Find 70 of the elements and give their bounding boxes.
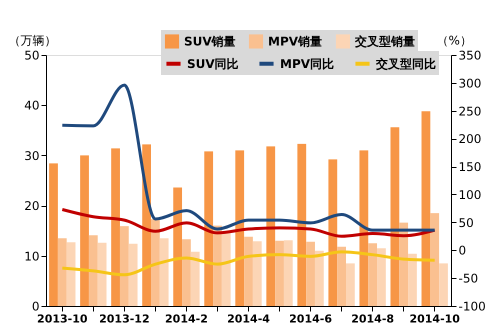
- legend-label: SUV同比: [187, 56, 239, 71]
- bar: [377, 248, 386, 306]
- x-tick-label: 2014-6: [289, 312, 332, 324]
- y-tick-label: 20: [24, 199, 40, 214]
- y2-tick-label: 250: [458, 104, 482, 118]
- x-tick-label: 2014-4: [227, 312, 270, 324]
- bar: [111, 148, 120, 306]
- bar: [80, 155, 89, 306]
- y2-tick-label: 350: [458, 48, 482, 62]
- line-series: [60, 84, 436, 232]
- y2-tick-label: 100: [458, 188, 482, 202]
- bar: [160, 238, 169, 306]
- bar: [328, 159, 338, 306]
- y2-tick-label: 50: [458, 216, 474, 230]
- bar: [359, 150, 368, 306]
- y-tick-label: 10: [24, 249, 40, 264]
- bar: [422, 111, 430, 306]
- bar: [222, 233, 231, 306]
- legend-label: MPV销量: [268, 34, 322, 48]
- y2-tick-label: 300: [458, 76, 482, 90]
- bar: [98, 242, 107, 306]
- bar: [49, 163, 58, 306]
- y2-tick-label: 0: [458, 244, 466, 258]
- y-tick-label: 40: [24, 98, 40, 113]
- x-tick-label: 2014-8: [351, 312, 394, 324]
- bar: [306, 242, 315, 306]
- bar: [182, 239, 191, 306]
- bar: [297, 144, 306, 306]
- bar: [252, 241, 262, 306]
- bar: [430, 213, 440, 306]
- bar: [408, 254, 417, 306]
- y-tick-label: 50: [24, 48, 40, 62]
- bar: [439, 263, 448, 306]
- bar: [204, 151, 214, 306]
- bar: [314, 250, 324, 306]
- y-tick-label: 0: [32, 300, 40, 314]
- bar: [368, 243, 378, 306]
- bar: [173, 188, 182, 306]
- legend-label: MPV同比: [280, 56, 334, 71]
- y2-tick-label: 150: [458, 160, 482, 174]
- y2-tick-label: 200: [458, 132, 482, 146]
- bar: [235, 150, 244, 306]
- bar: [190, 252, 200, 306]
- bar: [58, 238, 67, 306]
- bar: [151, 219, 160, 306]
- line-series: [60, 208, 436, 238]
- legend-label: SUV销量: [184, 34, 236, 48]
- bar: [88, 235, 98, 306]
- y2-tick-label: -100: [458, 300, 486, 314]
- bar: [390, 127, 400, 306]
- y-tick-label: 30: [24, 148, 40, 163]
- y-axis-title: （万辆）: [8, 34, 56, 48]
- bar: [275, 240, 284, 306]
- y2-axis-title: （%）: [436, 34, 472, 48]
- x-tick-label: 2013-10: [37, 312, 88, 324]
- legend-label: 交叉型销量: [354, 34, 415, 48]
- bar: [337, 246, 346, 306]
- bar: [284, 240, 293, 306]
- x-tick-label: 2014-10: [409, 312, 460, 324]
- x-tick-label: 2014-2: [165, 312, 208, 324]
- bar: [266, 146, 276, 306]
- bar: [346, 263, 355, 306]
- legend-label: 交叉型同比: [375, 56, 436, 71]
- x-tick-label: 2013-12: [99, 312, 150, 324]
- bar: [120, 226, 129, 306]
- y2-tick-label: -50: [458, 272, 478, 286]
- bar: [128, 244, 138, 306]
- line-series: [60, 250, 436, 276]
- bar: [66, 242, 76, 306]
- bar: [244, 236, 253, 306]
